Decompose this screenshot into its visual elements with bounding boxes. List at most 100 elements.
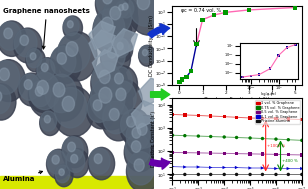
Circle shape xyxy=(51,46,76,77)
0.75 vol. % Graphene xyxy=(274,138,278,141)
Circle shape xyxy=(88,147,115,180)
Circle shape xyxy=(139,45,156,66)
Circle shape xyxy=(126,121,150,150)
Pristine alumina xyxy=(274,173,278,176)
Circle shape xyxy=(102,100,135,141)
Circle shape xyxy=(109,108,119,121)
Circle shape xyxy=(95,0,128,23)
Circle shape xyxy=(124,133,156,172)
Circle shape xyxy=(20,35,29,46)
Pristine alumina xyxy=(286,173,291,176)
Circle shape xyxy=(92,62,121,98)
Circle shape xyxy=(18,73,45,106)
Circle shape xyxy=(87,93,116,129)
Circle shape xyxy=(116,88,126,101)
Circle shape xyxy=(127,151,160,189)
Circle shape xyxy=(40,111,57,131)
Circle shape xyxy=(103,0,112,4)
1 vol. % Graphene xyxy=(196,114,201,117)
1 vol. % Graphene xyxy=(182,113,187,116)
Point xyxy=(212,13,217,16)
Circle shape xyxy=(29,72,60,110)
1 vol. % Graphene xyxy=(248,116,253,119)
Circle shape xyxy=(26,48,45,72)
Legend: 1 vol. % Graphene, 0.75 vol. % Graphene, 0.5 vol. % Graphene, 0.1 vol. % Graphen: 1 vol. % Graphene, 0.75 vol. % Graphene,… xyxy=(255,100,300,124)
Circle shape xyxy=(137,0,150,10)
Circle shape xyxy=(58,33,90,72)
Circle shape xyxy=(89,148,110,174)
Circle shape xyxy=(99,70,110,84)
Point xyxy=(179,78,184,81)
Circle shape xyxy=(115,1,132,21)
Circle shape xyxy=(89,77,132,130)
Circle shape xyxy=(137,123,147,135)
1 vol. % Graphene xyxy=(286,118,291,121)
Circle shape xyxy=(36,58,59,85)
Polygon shape xyxy=(139,78,165,106)
Circle shape xyxy=(139,46,153,63)
Circle shape xyxy=(37,58,55,81)
Point xyxy=(200,18,205,21)
Text: φc = 0.74 vol. %: φc = 0.74 vol. % xyxy=(180,8,221,13)
0.75 vol. % Graphene xyxy=(248,136,253,139)
0.1 vol. % Graphene xyxy=(234,166,239,169)
Circle shape xyxy=(94,9,125,47)
Circle shape xyxy=(101,17,113,31)
0.5 vol. % Graphene xyxy=(274,153,278,156)
Circle shape xyxy=(44,115,51,123)
0.5 vol. % Graphene xyxy=(299,153,304,156)
Circle shape xyxy=(120,109,150,146)
Circle shape xyxy=(53,83,65,97)
Circle shape xyxy=(127,116,136,127)
0.1 vol. % Graphene xyxy=(222,166,227,169)
Circle shape xyxy=(96,0,122,17)
Polygon shape xyxy=(89,21,115,50)
0.1 vol. % Graphene xyxy=(260,167,265,170)
Circle shape xyxy=(55,164,73,187)
0.75 vol. % Graphene xyxy=(182,134,187,137)
1 vol. % Graphene xyxy=(299,118,304,121)
Circle shape xyxy=(109,67,132,96)
Text: Alumina: Alumina xyxy=(3,171,43,182)
Circle shape xyxy=(103,0,132,34)
Circle shape xyxy=(93,8,132,55)
Point xyxy=(188,70,193,73)
Polygon shape xyxy=(92,50,119,78)
Circle shape xyxy=(59,169,64,176)
Circle shape xyxy=(57,53,67,64)
Circle shape xyxy=(0,68,10,81)
Circle shape xyxy=(118,0,134,18)
Circle shape xyxy=(66,149,85,173)
Circle shape xyxy=(45,74,77,113)
0.5 vol. % Graphene xyxy=(208,152,213,155)
Circle shape xyxy=(0,84,16,120)
0.75 vol. % Graphene xyxy=(286,138,291,141)
Circle shape xyxy=(93,100,102,111)
0.5 vol. % Graphene xyxy=(260,153,265,156)
1 vol. % Graphene xyxy=(260,117,265,120)
0.1 vol. % Graphene xyxy=(299,167,304,170)
Point xyxy=(223,11,228,14)
0.75 vol. % Graphene xyxy=(234,136,239,139)
1 vol. % Graphene xyxy=(170,113,175,116)
1 vol. % Graphene xyxy=(274,117,278,120)
Circle shape xyxy=(24,80,32,90)
Circle shape xyxy=(101,40,131,77)
Circle shape xyxy=(90,78,125,120)
Polygon shape xyxy=(111,29,138,57)
Circle shape xyxy=(120,110,145,139)
Circle shape xyxy=(101,41,125,70)
Bar xyxy=(0,176,154,189)
Circle shape xyxy=(52,155,59,164)
0.1 vol. % Graphene xyxy=(170,165,175,168)
Circle shape xyxy=(47,150,67,174)
Polygon shape xyxy=(89,30,115,58)
Circle shape xyxy=(108,80,142,121)
0.5 vol. % Graphene xyxy=(234,152,239,155)
Y-axis label: DC Conductivity σ₀ (S/m): DC Conductivity σ₀ (S/m) xyxy=(148,15,153,76)
Circle shape xyxy=(63,137,83,162)
Circle shape xyxy=(131,116,157,148)
Circle shape xyxy=(71,154,78,163)
Circle shape xyxy=(50,45,81,84)
0.5 vol. % Graphene xyxy=(182,151,187,154)
